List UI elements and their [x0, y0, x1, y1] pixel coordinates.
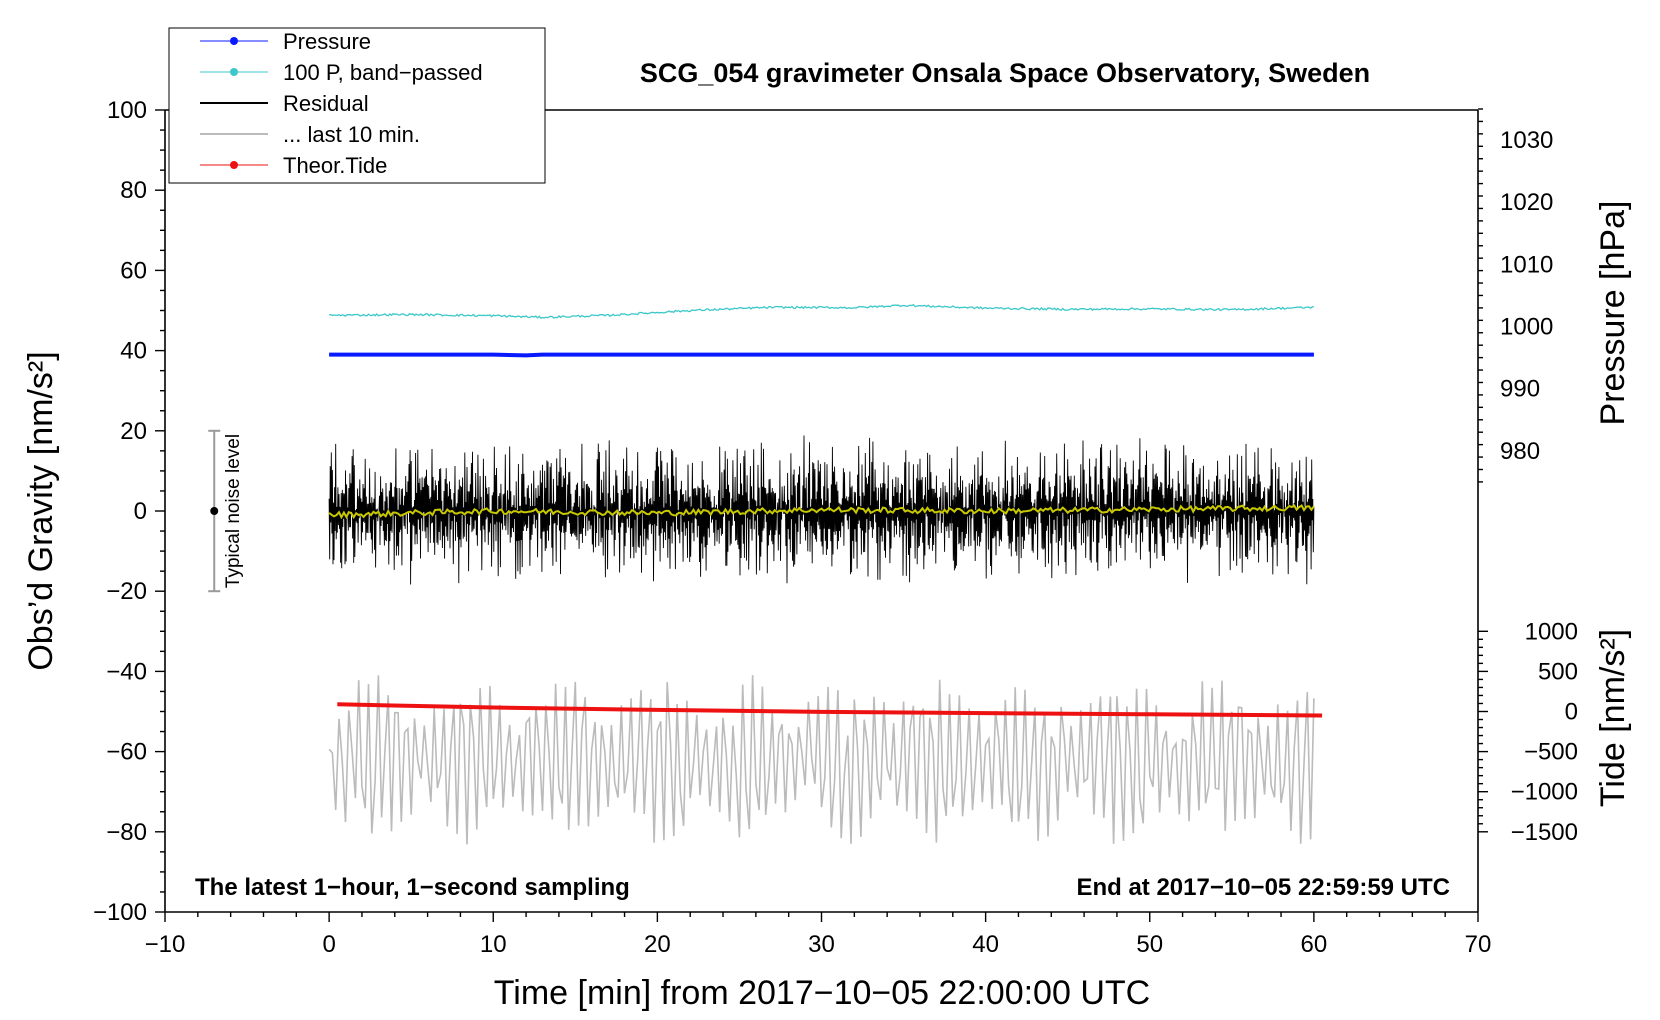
ticks-layer: −10 0 10 20 30 40 50 60 70100806040200−20−40−60−…: [93, 97, 1578, 958]
y-axis-title-tide: Tide [nm/s²]: [1594, 629, 1632, 807]
y-left-tick-label: 40: [120, 338, 147, 365]
y-left-tick-label: −100: [93, 899, 147, 926]
y-left-tick-label: 20: [120, 418, 147, 445]
legend-swatch-dot: [230, 37, 238, 45]
x-tick-label: 20: [644, 931, 671, 958]
pressure-tick-label: 1010: [1500, 251, 1553, 278]
pressure-tick-label: 1020: [1500, 189, 1553, 216]
annotation-end-time: End at 2017−10−05 22:59:59 UTC: [1076, 874, 1450, 901]
legend-swatch-dot: [230, 68, 238, 76]
series-theor-tide: [337, 702, 1323, 718]
x-tick-label: 60: [1301, 931, 1328, 958]
x-tick-label: 0: [322, 931, 335, 958]
tide-tick-label: 0: [1565, 699, 1578, 726]
tide-tick-label: −1500: [1511, 819, 1578, 846]
y-left-tick-label: −80: [106, 819, 147, 846]
legend-swatch-dot: [230, 161, 238, 169]
y-left-tick-label: 100: [107, 97, 147, 124]
noise-bar-center-dot: [210, 507, 219, 515]
x-axis-title: Time [min] from 2017−10−05 22:00:00 UTC: [494, 974, 1150, 1012]
y-left-tick-label: −40: [106, 658, 147, 685]
legend-box: [168, 27, 546, 184]
pressure-tick-label: 1030: [1500, 127, 1553, 154]
x-tick-label: 70: [1465, 931, 1492, 958]
x-tick-label: −10: [145, 931, 186, 958]
pressure-tick-label: 990: [1500, 376, 1540, 403]
y-left-tick-label: −20: [106, 578, 147, 605]
legend-items: Pressure 100 P, band−passed Residual ... la…: [200, 29, 483, 178]
annotation-sampling: The latest 1−hour, 1−second sampling: [195, 874, 630, 901]
series-band-passed-pressure: [328, 303, 1315, 319]
y-left-tick-label: 60: [120, 257, 147, 284]
legend-label: ... last 10 min.: [283, 122, 420, 147]
y-axis-title-left: Obs’d Gravity [nm/s²]: [22, 351, 60, 670]
series-last-10-min: [328, 675, 1315, 845]
x-tick-label: 30: [808, 931, 835, 958]
noise-bar-label: Typical noise level: [223, 434, 244, 588]
legend-label: Pressure: [283, 29, 371, 54]
series-residual: [328, 435, 1315, 585]
chart-title: SCG_054 gravimeter Onsala Space Observat…: [640, 58, 1370, 88]
y-axis-title-pressure: Pressure [hPa]: [1594, 201, 1632, 426]
tide-tick-label: −1000: [1511, 779, 1578, 806]
legend-label: Theor.Tide: [283, 153, 387, 178]
legend-label: 100 P, band−passed: [283, 60, 483, 85]
pressure-tick-label: 1000: [1500, 314, 1553, 341]
y-left-tick-label: 0: [134, 498, 147, 525]
series-pressure: [329, 352, 1314, 358]
tide-tick-label: 1000: [1525, 618, 1578, 645]
x-tick-label: 10: [480, 931, 507, 958]
y-left-tick-label: −60: [106, 739, 147, 766]
legend: Pressure 100 P, band−passed Residual ... la…: [168, 27, 546, 184]
x-tick-label: 40: [972, 931, 999, 958]
noise-bar: Typical noise level: [208, 429, 244, 593]
series-layer: [328, 303, 1323, 845]
series-residual-smoothed: [328, 504, 1315, 520]
legend-label: Residual: [283, 91, 369, 116]
tide-tick-label: −500: [1524, 739, 1578, 766]
y-left-tick-label: 80: [120, 177, 147, 204]
pressure-tick-label: 980: [1500, 438, 1540, 465]
tide-tick-label: 500: [1538, 658, 1578, 685]
x-tick-label: 50: [1136, 931, 1163, 958]
